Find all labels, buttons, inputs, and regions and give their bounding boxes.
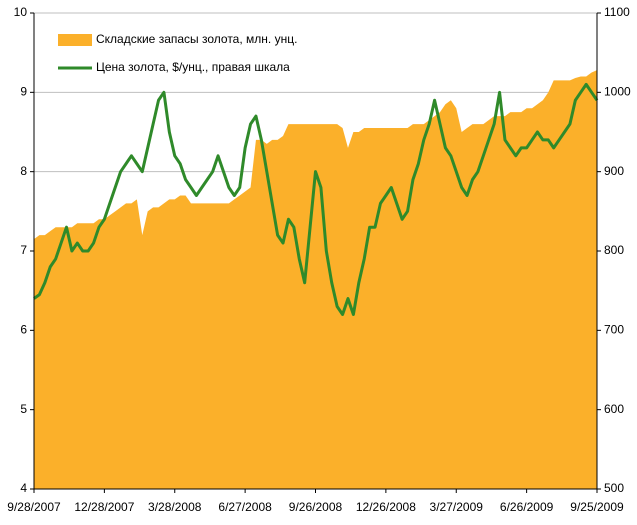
x-tick-label: 9/26/2008 bbox=[289, 500, 343, 514]
x-tick-label: 3/27/2009 bbox=[430, 500, 484, 514]
x-tick-label: 9/28/2007 bbox=[7, 500, 61, 514]
y-tick-label: 4 bbox=[20, 481, 27, 495]
y2-tick-label: 500 bbox=[604, 481, 624, 495]
x-tick-label: 6/27/2008 bbox=[218, 500, 272, 514]
legend-swatch bbox=[58, 34, 92, 46]
x-tick-label: 12/26/2008 bbox=[356, 500, 416, 514]
data bbox=[33, 70, 599, 490]
x-tick-label: 9/25/2009 bbox=[570, 500, 624, 514]
y2-tick-label: 800 bbox=[604, 243, 624, 257]
x-tick-label: 6/26/2009 bbox=[500, 500, 554, 514]
y-tick-label: 7 bbox=[20, 243, 27, 257]
legend-label: Цена золота, $/унц., правая шкала bbox=[96, 60, 290, 74]
y2-tick-label: 600 bbox=[604, 402, 624, 416]
x-tick-label: 3/28/2008 bbox=[148, 500, 202, 514]
area bbox=[34, 70, 597, 490]
y2-tick-label: 1100 bbox=[604, 5, 630, 19]
axes: 4 5 6 7 8 9 10 500 600 700 800 900 1000 1100 9/28/2007… bbox=[7, 5, 631, 514]
legend-label: Складские запасы золота, млн. унц. bbox=[96, 32, 297, 46]
y2-tick-label: 700 bbox=[604, 323, 624, 337]
x-tick-label: 12/28/2007 bbox=[74, 500, 134, 514]
y-tick-label: 5 bbox=[20, 402, 27, 416]
y-tick-label: 6 bbox=[20, 323, 27, 337]
y2-tick-label: 900 bbox=[604, 164, 624, 178]
line bbox=[33, 82, 599, 316]
y-tick-label: 8 bbox=[20, 164, 27, 178]
legend: Складские запасы золота, млн. унц. Цена з… bbox=[58, 32, 297, 74]
y2-tick-label: 1000 bbox=[604, 85, 631, 99]
y-tick-label: 10 bbox=[14, 5, 28, 19]
y-tick-label: 9 bbox=[20, 85, 27, 99]
